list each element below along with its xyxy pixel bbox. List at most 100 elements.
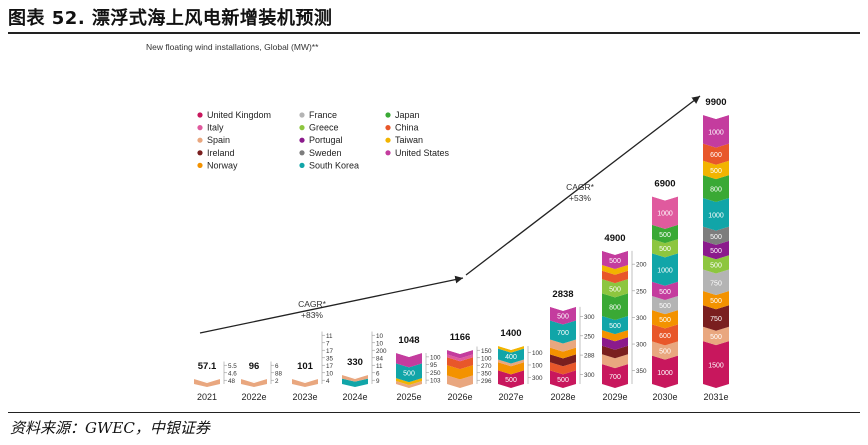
bar-segment-2030e-5: [652, 281, 678, 300]
legend-swatch-spain: [197, 137, 203, 143]
side-label-2025e-2: 250: [430, 370, 441, 377]
side-label-2026e-4: 296: [481, 378, 492, 385]
x-tick-2028e: 2028e: [550, 392, 575, 402]
footer-rule: [8, 412, 860, 413]
bar-2029e: 700 500 800 500 500 4900 200 250 300 300 350: [602, 233, 647, 388]
side-label-2028e-2: 288: [584, 353, 595, 360]
legend-label-portugal: Portugal: [309, 135, 343, 145]
side-labels-2021: 5.54.648: [223, 361, 237, 385]
bar-segment-2031e-10: [703, 160, 729, 180]
bar-segment-2031e-0: [703, 341, 729, 388]
side-label-2026e-2: 270: [481, 363, 492, 370]
legend-label-south-korea: South Korea: [309, 160, 359, 170]
bar-segment-2026e-0: [447, 375, 473, 388]
side-label-2027e-0: 100: [532, 350, 543, 357]
segment-label-2030e-0: 1000: [657, 370, 673, 377]
segment-label-2029e-5: 500: [609, 323, 621, 330]
side-label-2026e-0: 150: [481, 348, 492, 355]
bar-2027e: 500 400 1400 100 100 300: [498, 328, 543, 388]
side-label-2023e-2: 17: [326, 348, 334, 355]
side-labels-2027e: 100 100 300: [527, 345, 543, 384]
x-tick-2031e: 2031e: [703, 392, 728, 402]
bar-segment-2029e-1: [602, 354, 628, 369]
x-tick-2030e: 2030e: [652, 392, 677, 402]
bar-segment-2029e-2: [602, 345, 628, 359]
segment-label-2029e-10: 500: [609, 258, 621, 265]
bar-segment-2031e-8: [703, 197, 729, 231]
bar-top-notch-2027e: [498, 344, 524, 350]
segment-label-2028e-6: 500: [557, 314, 569, 321]
bar-segment-2028e-6: [550, 306, 576, 325]
bar-segment-2031e-6: [703, 240, 729, 260]
legend-swatch-sweden: [299, 150, 305, 156]
bar-segment-2031e-4: [703, 269, 729, 295]
side-label-2025e-0: 100: [430, 354, 441, 361]
bar-2021: 57.1 5.54.648: [194, 361, 237, 387]
legend-label-italy: Italy: [207, 123, 224, 133]
side-label-2029e-4: 350: [636, 368, 647, 375]
legend-swatch-china: [385, 125, 391, 131]
segment-label-2030e-4: 500: [659, 303, 671, 310]
bar-segment-2027e-2: [498, 359, 524, 367]
bar-segment-2024e-0: [342, 378, 368, 387]
segment-label-2030e-7: 500: [659, 246, 671, 253]
segment-label-2031e-12: 1000: [708, 129, 724, 136]
segment-label-2031e-3: 500: [710, 298, 722, 305]
bar-segment-2030e-2: [652, 324, 678, 346]
side-label-2024e-5: 6: [376, 370, 380, 377]
side-labels-2029e: 200 250 300 300 350: [631, 250, 647, 384]
page-title: 图表 52. 漂浮式海上风电新增装机预测: [8, 8, 333, 29]
side-label-2029e-3: 300: [636, 342, 647, 349]
segment-label-2031e-9: 800: [710, 187, 722, 194]
segment-label-2030e-6: 1000: [657, 268, 673, 275]
x-tick-2021: 2021: [197, 392, 217, 402]
segment-label-2029e-0: 700: [609, 374, 621, 381]
bar-top-notch-2025e: [396, 352, 422, 357]
side-label-2029e-0: 200: [636, 262, 647, 269]
total-label-2031e: 9900: [705, 97, 726, 108]
bar-segment-2030e-7: [652, 239, 678, 258]
side-label-2024e-3: 84: [376, 355, 384, 362]
total-label-2021: 57.1: [198, 361, 217, 372]
total-label-2022e: 96: [249, 361, 260, 372]
bar-segment-2027e-0: [498, 370, 524, 388]
bar-top-notch-2031e: [703, 114, 729, 119]
side-label-2026e-1: 100: [481, 355, 492, 362]
segment-label-2030e-8: 500: [659, 232, 671, 239]
bar-top-notch-2026e: [447, 349, 473, 354]
bar-top-notch-2023e: [292, 378, 318, 383]
cagr-arrow-2: [465, 95, 701, 276]
segment-label-2031e-5: 500: [710, 262, 722, 269]
legend: United Kingdom Italy Spain Ireland Norway Fra…: [197, 110, 450, 170]
legend-swatch-south-korea: [299, 162, 305, 168]
total-label-2029e: 4900: [604, 233, 625, 244]
segment-label-2031e-10: 500: [710, 168, 722, 175]
total-label-2027e: 1400: [500, 328, 521, 339]
segment-label-2031e-4: 750: [710, 280, 722, 287]
side-label-2022e-1: 88: [275, 370, 283, 377]
side-label-2023e-3: 35: [326, 355, 334, 362]
bar-segment-2029e-6: [602, 293, 628, 321]
side-label-2028e-3: 300: [584, 372, 595, 379]
legend-label-greece: Greece: [309, 123, 339, 133]
bar-segment-2029e-8: [602, 270, 628, 284]
legend-swatch-taiwan: [385, 137, 391, 143]
bar-segment-2027e-4: [498, 345, 524, 353]
segment-label-2029e-6: 800: [609, 305, 621, 312]
bar-segment-2030e-3: [652, 310, 678, 329]
side-label-2023e-5: 10: [326, 370, 334, 377]
bar-segment-2026e-3: [447, 354, 473, 362]
side-label-2023e-0: 11: [326, 333, 333, 340]
side-label-2024e-2: 200: [376, 348, 387, 355]
bar-segment-2030e-4: [652, 295, 678, 315]
segment-label-2030e-2: 600: [659, 333, 671, 340]
bar-segment-2029e-7: [602, 279, 628, 298]
x-tick-2023e: 2023e: [292, 392, 317, 402]
bar-segment-2031e-11: [703, 143, 729, 165]
